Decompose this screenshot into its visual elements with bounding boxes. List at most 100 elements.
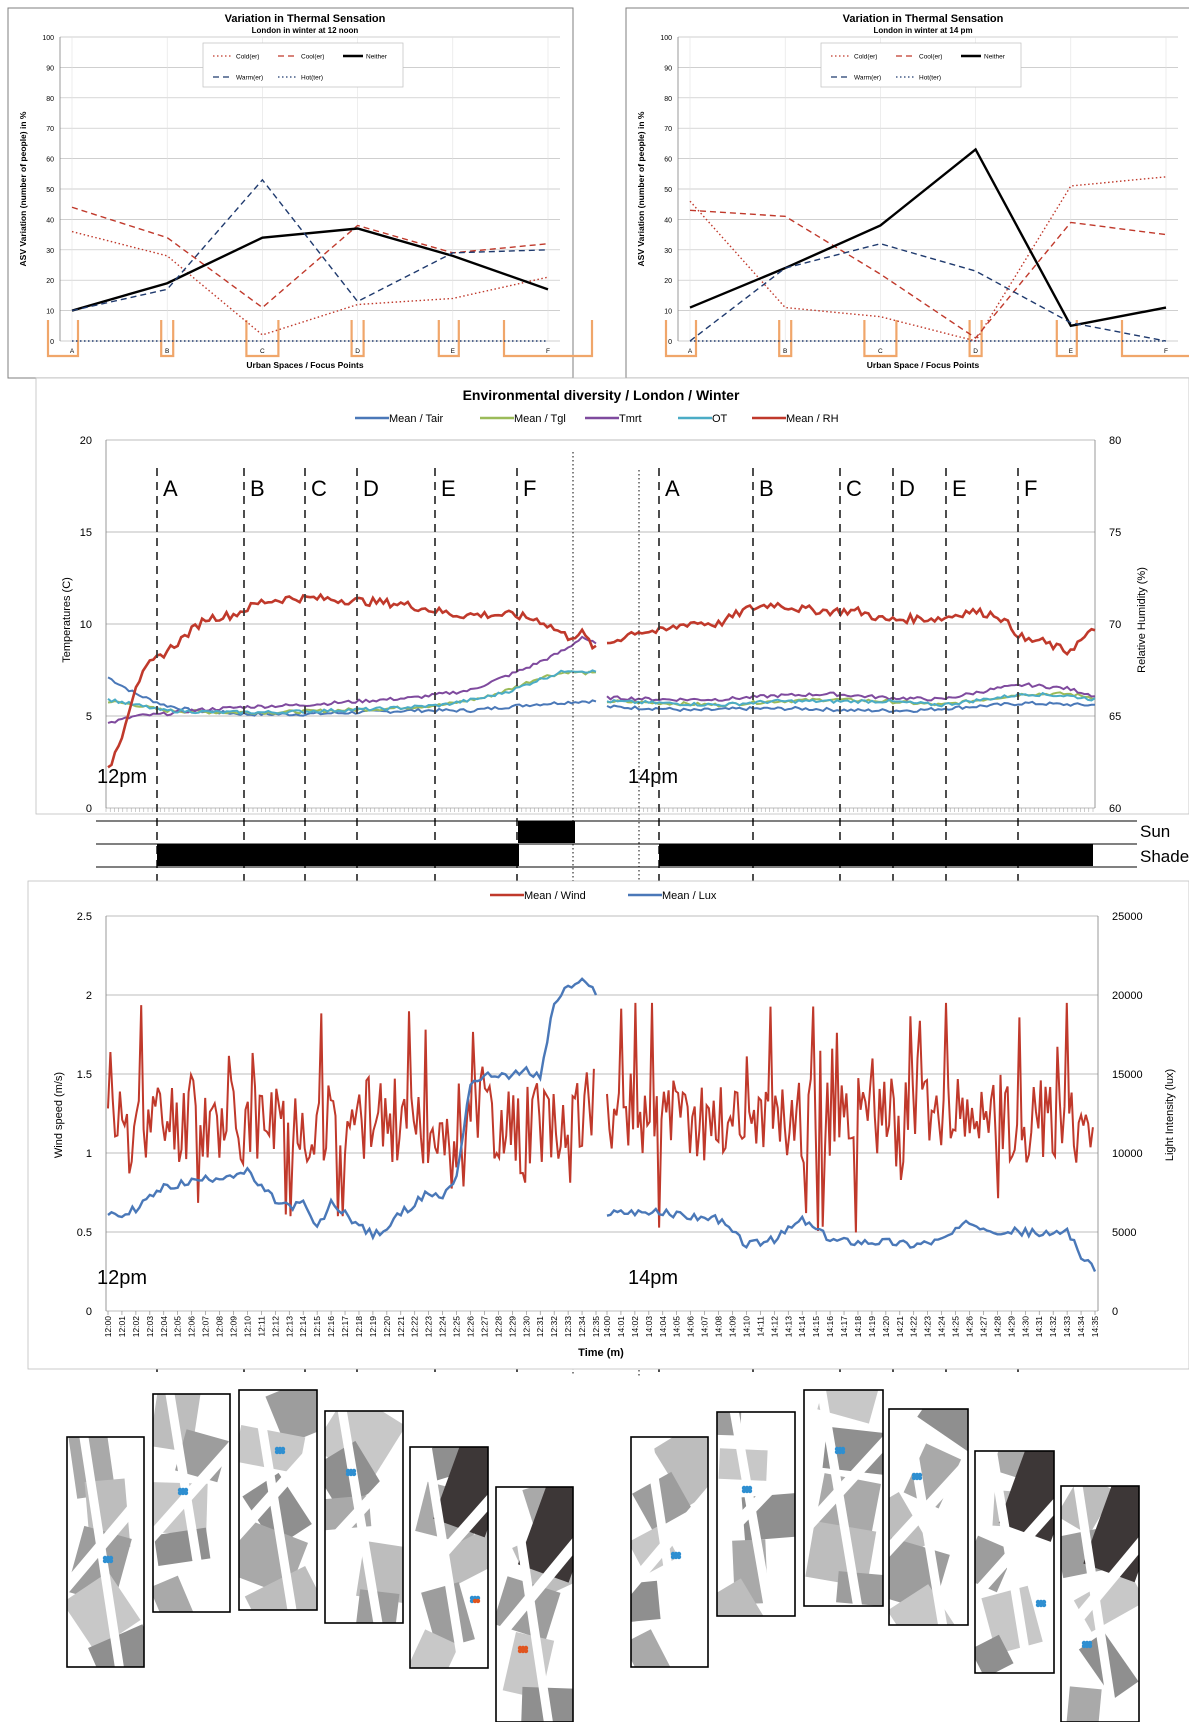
x-tick-label: 12:22 [410,1316,420,1338]
x-tick-label: 12:12 [270,1316,280,1338]
x-category-label: E [451,348,456,355]
y-tick-label: 90 [46,65,54,72]
street [422,1447,468,1668]
building-block [652,1437,708,1507]
participant-cluster [274,1446,286,1455]
x-tick-label: 14:29 [1006,1316,1016,1338]
legend-entry: Mean / Lux [662,890,717,902]
participant-dot [280,1449,286,1455]
map-tile-frame [238,1389,318,1611]
shade-bar [659,844,1093,866]
map-tile [238,1389,318,1611]
focus-point-label: E [952,476,967,501]
series-line-lux-block1 [107,977,598,1241]
street [631,1486,708,1595]
map-tile-frame [888,1408,969,1626]
focus-bracket [437,320,460,358]
x-tick-label: 12:15 [312,1316,322,1338]
x-tick-label: 12:30 [521,1316,531,1338]
x-category-label: C [878,348,883,355]
legend-entry: Warm(er) [236,75,263,82]
x-tick-label: 12:05 [173,1316,183,1338]
sun-shade-strip: Sun Shade [96,820,1189,868]
building-block [631,1629,676,1667]
series-line-cool-er- [689,209,1167,339]
map-tile [1060,1485,1140,1722]
x-category-label: F [1164,348,1168,355]
x-tick-label: 14:09 [727,1316,737,1338]
x-category-label: E [1069,348,1074,355]
legend-entry: Neither [366,54,388,61]
asv-chart-asv_14pm: 0 10 20 30 40 50 60 70 80 90 100 A B C D E F Variation in… [625,7,1189,379]
y-tick-label: 1.5 [77,1069,92,1081]
building-block [67,1571,141,1651]
x-tick-label: 12:21 [396,1316,406,1338]
x-tick-label: 14:20 [881,1316,891,1338]
series-line-block1 [107,676,597,717]
focus-point-label: A [163,476,178,501]
x-tick-label: 12:18 [354,1316,364,1338]
y-right-tick-label: 75 [1109,527,1121,539]
map-tile-frame [66,1436,145,1668]
y-tick-label: 70 [664,126,672,133]
focus-point-label: A [665,476,680,501]
focus-point-maps [66,1389,1140,1722]
building-block [1061,1486,1115,1536]
y-tick-label: 2.5 [77,911,92,923]
participant-cluster [1035,1599,1047,1608]
series-line-warm-er- [689,242,1167,342]
y-tick-label: 40 [664,217,672,224]
legend-entry: Cool(er) [919,54,942,61]
y-right-tick-label: 10000 [1112,1148,1143,1160]
x-tick-label: 12:06 [187,1316,197,1338]
x-tick-label: 12:19 [368,1316,378,1338]
map-tile [630,1436,709,1668]
y-tick-label: 10 [46,309,54,316]
x-tick-label: 14:10 [741,1316,751,1338]
y-tick-label: 70 [46,126,54,133]
y-tick-label: 50 [46,187,54,194]
street [901,1409,948,1625]
legend-entry: Mean / Wind [524,890,586,902]
street [337,1411,383,1623]
x-tick-label: 14:27 [978,1316,988,1338]
chart-title: Variation in Thermal Sensation [843,13,1004,25]
participant-cluster [834,1446,846,1455]
legend-entry: Neither [984,54,1006,61]
x-tick-label: 12:01 [117,1316,127,1338]
map-tile [324,1410,404,1624]
x-tick-label: 12:14 [298,1316,308,1338]
street [1061,1536,1139,1648]
series-line-wind-block1 [107,1005,595,1217]
street [1073,1486,1119,1722]
building-block [1065,1686,1102,1722]
focus-point-label: C [846,476,862,501]
building-block [410,1629,460,1668]
x-tick-label: 14:04 [658,1316,668,1338]
building-block [244,1565,317,1610]
chart-subtitle: London in winter at 14 pm [873,26,972,35]
building-block [805,1521,877,1588]
x-tick-label: 12:02 [131,1316,141,1338]
focus-bracket [968,320,983,358]
building-block [917,1409,968,1455]
street [717,1455,795,1553]
x-category-label: F [546,348,550,355]
y-tick-label: 20 [80,435,92,447]
x-category-label: B [165,348,169,355]
street [889,1454,968,1558]
building-block [153,1575,197,1612]
x-tick-label: 14:22 [909,1316,919,1338]
series-line-warm-er- [71,178,549,312]
street [251,1390,297,1610]
y-tick-label: 0 [50,339,54,346]
y-right-tick-label: 5000 [1112,1227,1136,1239]
y-tick-label: 0.5 [77,1227,92,1239]
x-tick-label: 14:23 [923,1316,933,1338]
x-tick-label: 12:27 [479,1316,489,1338]
x-tick-label: 12:20 [382,1316,392,1338]
y-tick-label: 1 [86,1148,92,1160]
asv-chart-asv_noon: 0 10 20 30 40 50 60 70 80 90 100 A B C D E F Variation in… [7,7,594,379]
wind-lux-chart: 0 0 0.5 5000 1 10000 1.5 15000 2 20000 2.5 25000 Mea… [27,880,1189,1370]
